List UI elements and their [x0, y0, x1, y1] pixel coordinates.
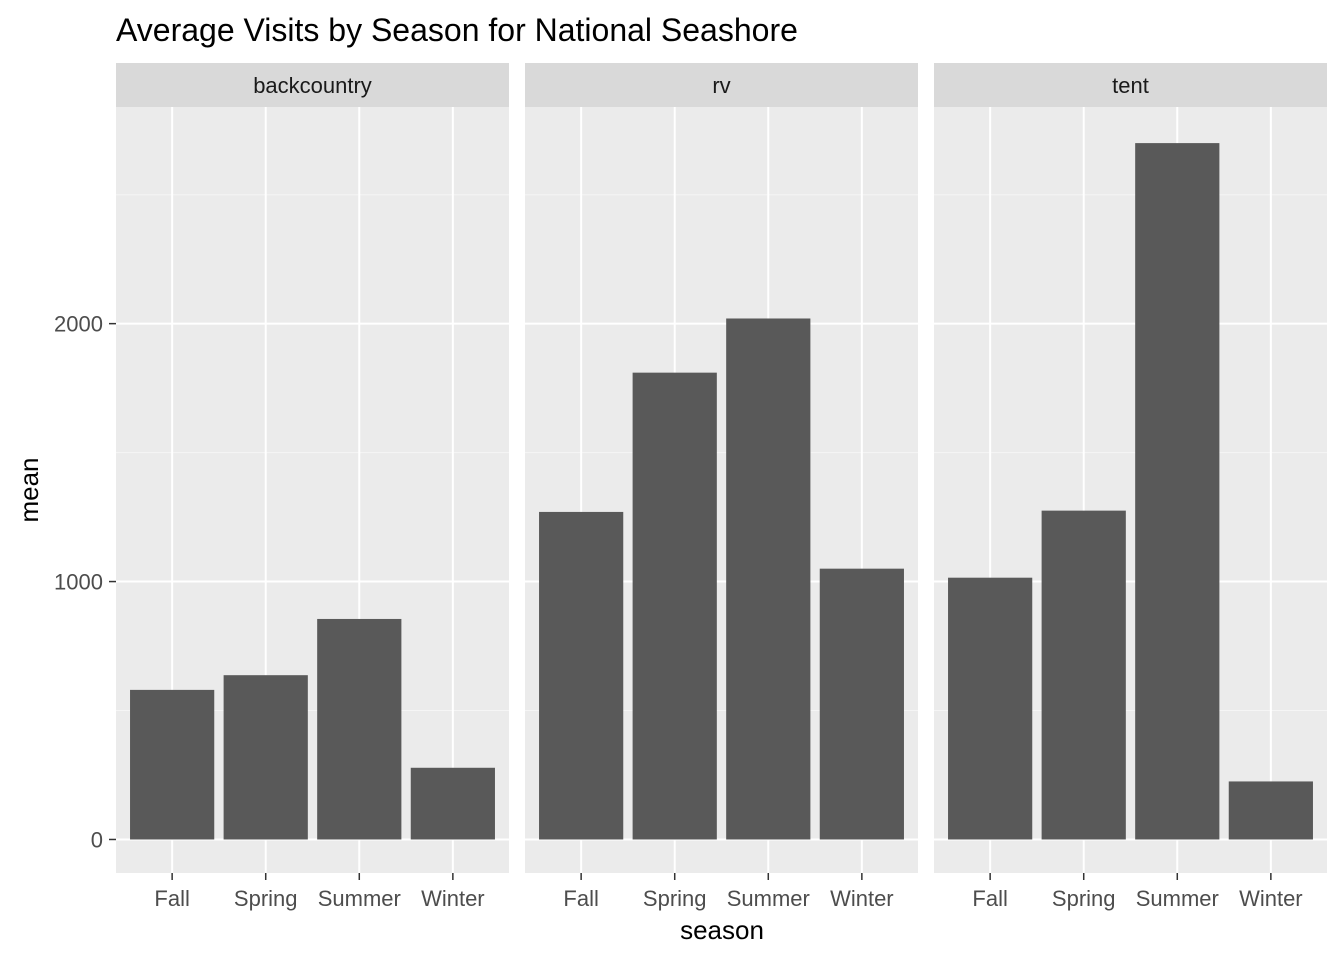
facet-strip: [116, 63, 509, 107]
chart-title: Average Visits by Season for National Se…: [116, 12, 798, 48]
facet-strip: [525, 63, 918, 107]
bar-rv-fall: [539, 511, 624, 840]
facet-strip-label: backcountry: [253, 73, 372, 98]
bar-tent-fall: [948, 577, 1033, 840]
facet-strip: [934, 63, 1327, 107]
bar-rv-summer: [726, 318, 811, 840]
bar-rv-winter: [819, 568, 904, 840]
bar-backcountry-spring: [223, 675, 308, 840]
y-tick-label: 0: [91, 827, 103, 852]
x-tick-label: Spring: [234, 886, 298, 911]
facet-panels: backcountry Fall Spring Summer Winter rv Fall S…: [116, 63, 1327, 911]
x-tick-label: Winter: [421, 886, 485, 911]
facet-panel-tent: tent Fall Spring Summer Winter: [934, 63, 1327, 911]
x-tick-label: Fall: [972, 886, 1007, 911]
bar-tent-winter: [1228, 781, 1313, 840]
x-tick-label: Fall: [563, 886, 598, 911]
x-tick-label: Summer: [318, 886, 401, 911]
y-tick-label: 2000: [54, 312, 103, 337]
y-axis-title: mean: [14, 457, 44, 522]
bar-tent-spring: [1041, 510, 1126, 840]
y-axis: 0 1000 2000: [54, 312, 116, 852]
bar-tent-summer: [1135, 143, 1220, 840]
bar-rv-spring: [632, 372, 717, 840]
x-axis-title: season: [680, 915, 764, 945]
x-tick-label: Winter: [1239, 886, 1303, 911]
y-tick-label: 1000: [54, 570, 103, 595]
facet-strip-label: tent: [1112, 73, 1149, 98]
x-tick-label: Summer: [1136, 886, 1219, 911]
facet-panel-rv: rv Fall Spring Summer Winter: [525, 63, 918, 911]
facet-panel-backcountry: backcountry Fall Spring Summer Winter: [116, 63, 509, 911]
bar-backcountry-winter: [410, 767, 495, 840]
bar-backcountry-fall: [130, 689, 215, 840]
x-tick-label: Winter: [830, 886, 894, 911]
x-tick-label: Spring: [1052, 886, 1116, 911]
x-tick-label: Fall: [154, 886, 189, 911]
x-tick-label: Summer: [727, 886, 810, 911]
facet-strip-label: rv: [712, 73, 730, 98]
x-tick-label: Spring: [643, 886, 707, 911]
bar-backcountry-summer: [317, 618, 402, 840]
